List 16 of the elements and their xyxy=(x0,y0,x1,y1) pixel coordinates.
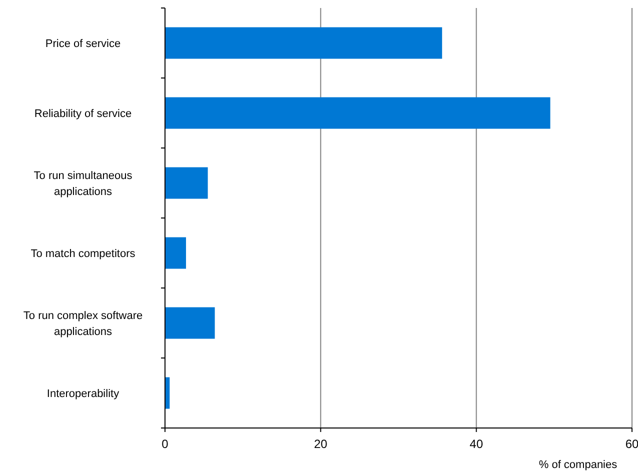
x-tick-label: 0 xyxy=(162,437,169,451)
y-tick-label: Price of service xyxy=(45,38,121,50)
x-tick-label: 40 xyxy=(470,437,484,451)
bar xyxy=(165,167,208,199)
y-tick-label: To match competitors xyxy=(30,248,136,260)
y-tick-label: To run complex software applications xyxy=(23,310,143,338)
x-axis-title: % of companies xyxy=(538,459,618,471)
y-tick-label: Interoperability xyxy=(46,388,120,400)
y-tick-label: To run simultaneous applications xyxy=(34,170,133,198)
bar xyxy=(165,307,215,339)
x-tick-label: 60 xyxy=(625,437,638,451)
y-tick-label: Reliability of service xyxy=(34,108,132,120)
bar xyxy=(165,27,442,59)
x-tick-label: 20 xyxy=(314,437,328,451)
bar xyxy=(165,237,186,269)
bar xyxy=(165,97,550,129)
